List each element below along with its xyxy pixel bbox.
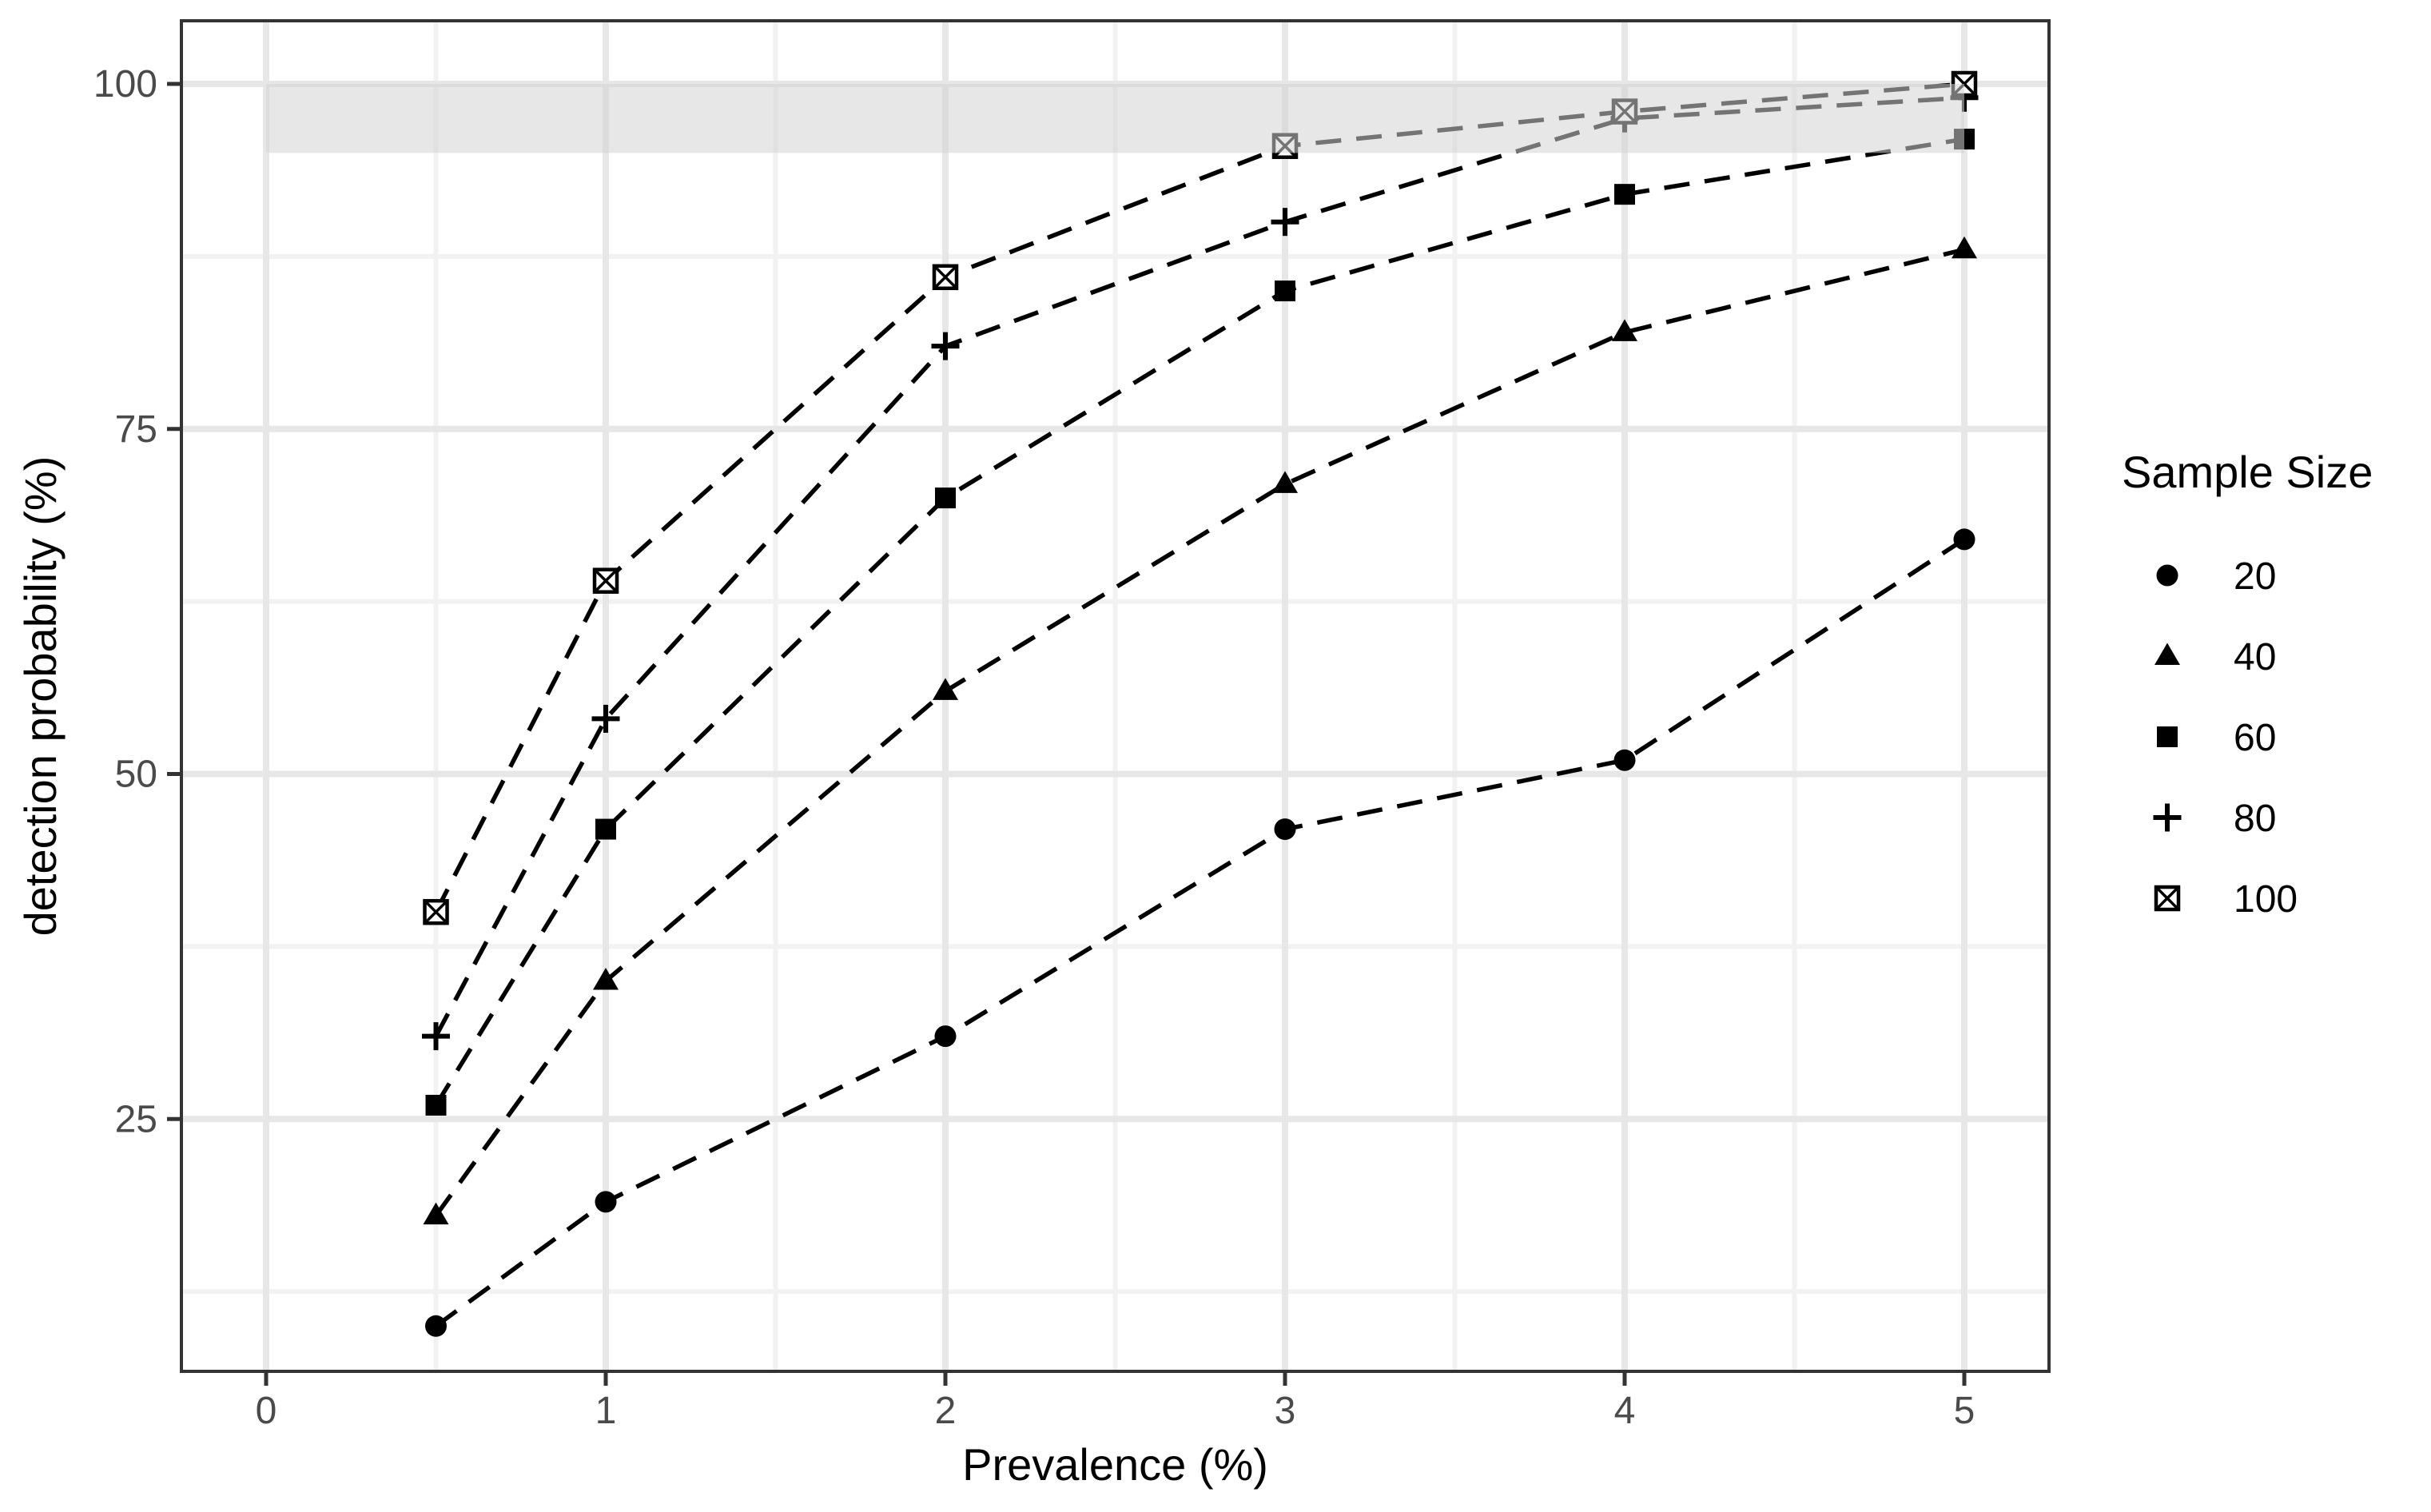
legend-title: Sample Size <box>2122 447 2373 497</box>
y-axis-title: detection probability (%) <box>15 456 66 937</box>
square-glyph <box>425 1094 447 1116</box>
data-point-80 <box>591 704 620 733</box>
legend-item-label: 40 <box>2234 636 2276 678</box>
data-point-80 <box>1271 208 1299 237</box>
legend-item-40: 40 <box>2154 636 2276 678</box>
legend: Sample Size 20 40 60 80 100 <box>2122 447 2373 921</box>
square-glyph <box>1614 184 1635 205</box>
legend-key-triangle-icon <box>2154 643 2180 665</box>
triangle-glyph <box>2154 643 2180 665</box>
data-point-20 <box>1613 749 1636 771</box>
legend-key-square-icon <box>2157 726 2178 747</box>
data-point-20 <box>1274 818 1296 841</box>
circle-glyph <box>934 1025 957 1048</box>
data-point-40 <box>1272 471 1298 493</box>
square-x-glyph-d2 <box>933 265 958 290</box>
data-point-60 <box>935 487 956 509</box>
triangle-glyph <box>593 968 619 990</box>
circle-glyph <box>595 1191 617 1213</box>
data-point-40 <box>593 968 619 990</box>
data-point-40 <box>933 678 958 700</box>
circle-glyph <box>1274 818 1296 841</box>
x-tick-label: 0 <box>256 1390 277 1432</box>
circle-glyph <box>1953 528 1975 551</box>
triangle-glyph <box>933 678 958 700</box>
triangle-glyph <box>1952 236 1977 259</box>
triangle-glyph <box>1272 471 1298 493</box>
data-point-20 <box>595 1191 617 1213</box>
series-20 <box>425 528 1975 1337</box>
highlight-band <box>266 84 1964 153</box>
square-x-glyph-d2 <box>2154 885 2180 911</box>
circle-glyph <box>425 1315 447 1337</box>
legend-key-circle-icon <box>2156 564 2178 587</box>
legend-item-label: 20 <box>2234 555 2276 598</box>
series-line-40 <box>434 247 1965 1217</box>
legend-item-label: 60 <box>2234 717 2276 759</box>
data-point-20 <box>1953 528 1975 551</box>
data-point-80 <box>931 332 960 360</box>
x-tick-label: 4 <box>1614 1390 1636 1432</box>
legend-item-label: 100 <box>2234 878 2298 921</box>
data-point-40 <box>1612 319 1637 341</box>
circle-glyph <box>1613 749 1636 771</box>
triangle-glyph <box>423 1202 449 1225</box>
x-tick-label: 3 <box>1275 1390 1296 1432</box>
legend-item-20: 20 <box>2156 555 2276 598</box>
panel-border <box>180 19 2051 1373</box>
square-glyph <box>2157 726 2178 747</box>
data-point-60 <box>1614 184 1635 205</box>
gridlines-minor <box>181 21 2049 1371</box>
y-tick-label: 75 <box>115 408 157 451</box>
circle-glyph <box>2156 564 2178 587</box>
data-point-100 <box>423 898 449 925</box>
triangle-glyph <box>1612 319 1637 341</box>
x-axis: 0 1 2 3 4 5 <box>256 1371 1975 1432</box>
x-axis-title: Prevalence (%) <box>962 1439 1268 1490</box>
data-point-40 <box>1952 236 1977 259</box>
square-glyph <box>595 818 616 840</box>
series-line-60 <box>434 137 1965 1107</box>
y-axis: 100 75 50 25 <box>94 63 181 1140</box>
square-x-glyph-d2 <box>424 899 448 925</box>
data-point-60 <box>425 1094 447 1116</box>
square-glyph <box>1275 281 1295 302</box>
y-tick-label: 25 <box>115 1098 157 1140</box>
x-tick-label: 1 <box>595 1390 617 1432</box>
data-point-40 <box>423 1202 449 1225</box>
data-point-60 <box>595 818 616 840</box>
square-glyph <box>935 487 956 509</box>
data-point-20 <box>425 1315 447 1337</box>
series-line-20 <box>434 537 1966 1328</box>
data-point-80 <box>422 1022 450 1051</box>
x-tick-label: 2 <box>935 1390 957 1432</box>
legend-item-80: 80 <box>2153 798 2276 840</box>
data-point-100 <box>592 567 619 594</box>
x-tick-label: 5 <box>1954 1390 1975 1432</box>
legend-key-plus-icon <box>2153 803 2182 832</box>
square-x-glyph-d2 <box>593 568 619 593</box>
series-40 <box>423 236 1977 1225</box>
y-tick-label: 50 <box>115 754 157 796</box>
data-point-100 <box>932 264 959 291</box>
legend-item-60: 60 <box>2157 717 2276 759</box>
legend-item-100: 100 <box>2154 878 2298 921</box>
legend-key-square-x-icon <box>2154 885 2181 912</box>
legend-item-label: 80 <box>2234 798 2276 840</box>
data-point-60 <box>1275 281 1295 302</box>
y-tick-label: 100 <box>94 63 157 105</box>
data-point-20 <box>934 1025 957 1048</box>
